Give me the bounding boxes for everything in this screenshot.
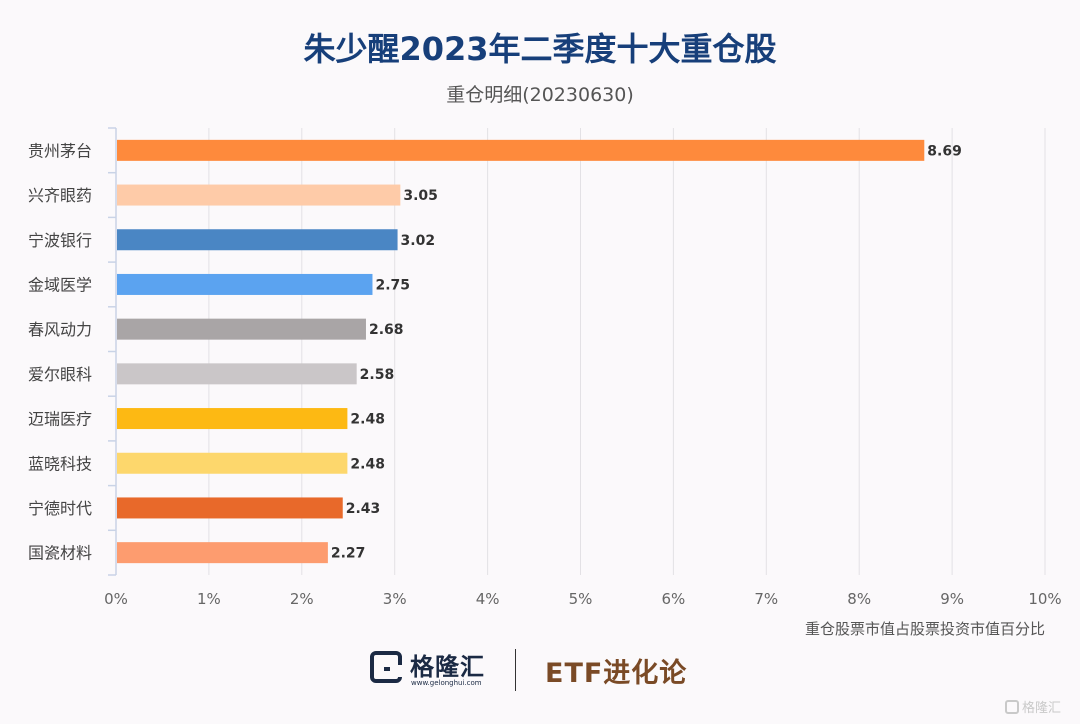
x-tick-label: 1% — [197, 590, 221, 608]
x-tick-label: 9% — [940, 590, 964, 608]
bar — [117, 273, 373, 295]
bar — [117, 542, 328, 564]
category-label: 国瓷材料 — [28, 544, 92, 563]
x-tick-label: 0% — [104, 590, 128, 608]
labels: 0% 1% 2% 3% 4% 5% 6% 7% 8% 9% 10% 贵州茅台 8.69 兴齐眼药 3.05 宁… — [28, 141, 1062, 608]
logo-name: 格隆汇 — [410, 653, 485, 681]
value-label: 8.69 — [927, 143, 962, 159]
category-label: 金域医学 — [28, 275, 92, 294]
x-tick-label: 5% — [569, 590, 593, 608]
category-label: 宁波银行 — [28, 231, 92, 250]
bars — [117, 139, 925, 564]
chart-subtitle: 重仓明细(20230630) — [446, 84, 634, 106]
x-tick-label: 8% — [847, 590, 871, 608]
category-label: 兴齐眼药 — [28, 186, 92, 205]
x-tick-label: 2% — [290, 590, 314, 608]
bar — [117, 363, 357, 385]
chart-title: 朱少醒2023年二季度十大重仓股 — [303, 30, 777, 68]
x-axis-title: 重仓股票市值占股票投资市值百分比 — [805, 620, 1045, 638]
y-axis — [108, 127, 117, 576]
bar — [117, 408, 348, 430]
bar — [117, 318, 366, 340]
logo-url: www.gelonghui.com — [411, 679, 482, 687]
watermark: 格隆汇 — [1005, 697, 1061, 716]
value-label: 2.43 — [346, 501, 381, 517]
x-tick-label: 4% — [476, 590, 500, 608]
watermark-icon — [1005, 700, 1019, 714]
watermark-text: 格隆汇 — [1022, 701, 1062, 716]
value-label: 2.27 — [331, 546, 366, 562]
bar — [117, 139, 925, 161]
footer: 格隆汇 www.gelonghui.com ETF进化论 — [0, 645, 1080, 695]
value-label: 2.48 — [350, 412, 385, 428]
x-tick-label: 7% — [754, 590, 778, 608]
category-label: 贵州茅台 — [28, 141, 92, 160]
value-label: 2.48 — [350, 456, 385, 472]
value-label: 2.75 — [375, 277, 410, 293]
footer-divider — [515, 649, 516, 691]
bar — [117, 229, 398, 251]
bar-chart: 0% 1% 2% 3% 4% 5% 6% 7% 8% 9% 10% 贵州茅台 8.69 兴齐眼药 3.05 宁… — [28, 127, 1062, 638]
bar — [117, 184, 401, 206]
category-label: 爱尔眼科 — [28, 365, 92, 384]
gelonghui-logo-icon — [370, 651, 402, 683]
value-label: 2.68 — [369, 322, 404, 338]
value-label: 3.02 — [401, 233, 436, 249]
brand-name: ETF进化论 — [545, 658, 688, 689]
x-tick-label: 3% — [383, 590, 407, 608]
category-label: 春风动力 — [28, 320, 92, 339]
category-label: 蓝晓科技 — [28, 454, 92, 473]
category-label: 宁德时代 — [28, 499, 92, 518]
value-label: 2.58 — [360, 367, 395, 383]
value-label: 3.05 — [403, 188, 438, 204]
bar — [117, 452, 348, 474]
x-tick-label: 6% — [662, 590, 686, 608]
category-label: 迈瑞医疗 — [28, 410, 92, 429]
x-tick-label: 10% — [1028, 590, 1061, 608]
bar — [117, 497, 343, 519]
